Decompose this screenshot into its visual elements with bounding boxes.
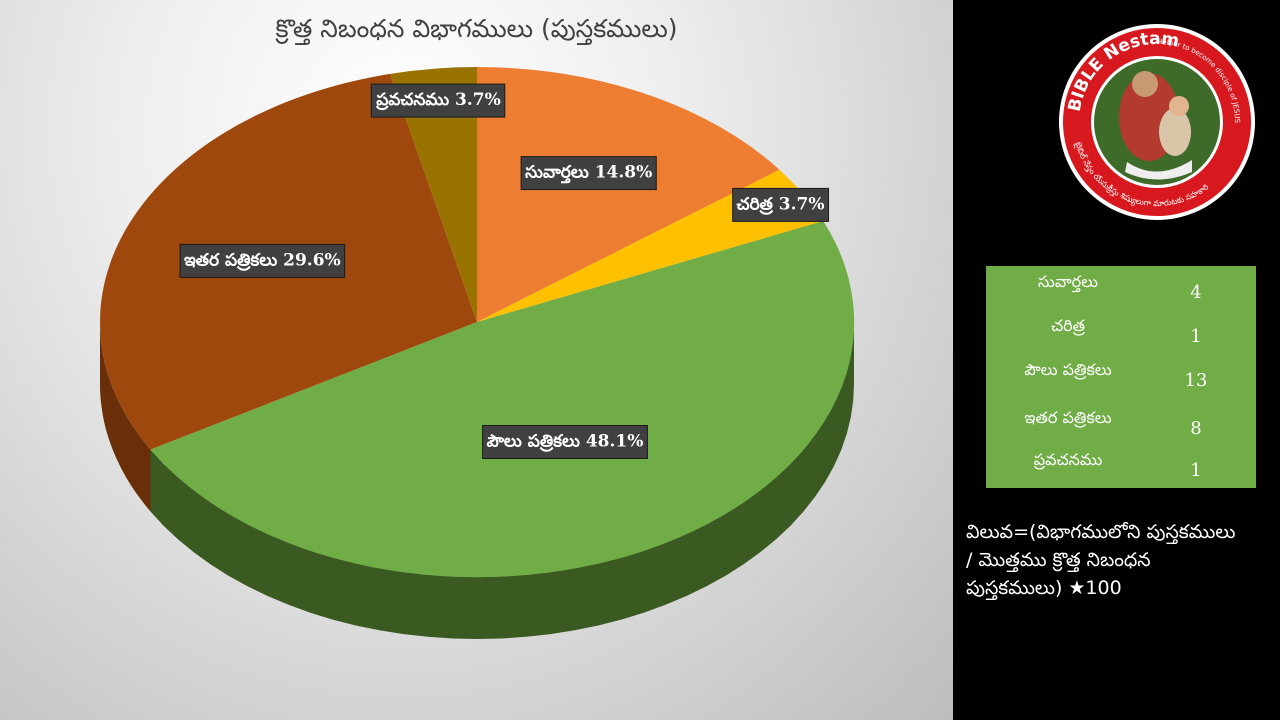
- pie-slice-pauline-epistles: [150, 221, 855, 578]
- row-value: 1: [1190, 326, 1202, 347]
- row-value: 8: [1190, 418, 1202, 439]
- data-label-pauline-epistles: పౌలు పత్రికలు 48.1%: [482, 425, 648, 459]
- table-row: పౌలు పత్రికలు 13: [986, 354, 1256, 398]
- data-label-text: ప్రవచనము 3.7%: [375, 90, 500, 111]
- table-row: ప్రవచనము 1: [986, 444, 1256, 488]
- row-value: 4: [1190, 282, 1202, 303]
- bible-nestam-logo: BIBLE Nestam Helper to become disciple o…: [1057, 22, 1255, 220]
- data-label-text: పౌలు పత్రికలు 48.1%: [487, 432, 644, 453]
- row-name: ప్రవచనము: [1033, 450, 1103, 469]
- formula-line: / మొత్తము క్రొత్త నిబంధన: [966, 549, 1151, 571]
- data-label-history: చరిత్ర 3.7%: [732, 187, 830, 222]
- pie-slice-gospels: [477, 67, 780, 322]
- formula-line: విలువ=(విభాగములోని పుస్తకములు: [966, 521, 1236, 543]
- data-label-text: సువార్తలు 14.8%: [525, 163, 652, 184]
- data-table: సువార్తలు 4 చరిత్ర 1 పౌలు పత్రికలు 13 ఇత…: [986, 266, 1256, 488]
- row-name: చరిత్ర: [1050, 316, 1086, 335]
- pie-slice-prophecy: [390, 67, 477, 322]
- pie-side-pauline-epistles: [150, 322, 854, 639]
- chart-title: క్రొత్త నిబంధన విభాగములు (పుస్తకములు): [275, 14, 678, 43]
- pie-side-other-epistles: [100, 322, 151, 512]
- row-name: సువార్తలు: [1038, 272, 1098, 291]
- row-value: 1: [1190, 460, 1202, 481]
- formula-line: పుస్తకములు) ★100: [966, 577, 1122, 599]
- table-row: చరిత్ర 1: [986, 310, 1256, 354]
- data-label-text: చరిత్ర 3.7%: [737, 194, 825, 215]
- row-name: పౌలు పత్రికలు: [1024, 360, 1112, 379]
- pie-chart: సువార్తలు 14.8% చరిత్ర 3.7% పౌలు పత్రికలు …: [100, 67, 855, 639]
- data-label-text: ఇతర పత్రికలు 29.6%: [184, 250, 341, 271]
- row-value: 13: [1184, 370, 1208, 391]
- formula-text: విలువ=(విభాగములోని పుస్తకములు / మొత్తము …: [966, 518, 1266, 602]
- data-label-other-epistles: ఇతర పత్రికలు 29.6%: [179, 243, 346, 278]
- row-name: ఇతర పత్రికలు: [1024, 408, 1112, 427]
- chart-panel: క్రొత్త నిబంధన విభాగములు (పుస్తకములు) సు…: [0, 0, 953, 720]
- table-row: ఇతర పత్రికలు 8: [986, 402, 1256, 446]
- data-label-gospels: సువార్తలు 14.8%: [520, 156, 657, 191]
- data-label-prophecy: ప్రవచనము 3.7%: [370, 83, 506, 118]
- table-row: సువార్తలు 4: [986, 266, 1256, 310]
